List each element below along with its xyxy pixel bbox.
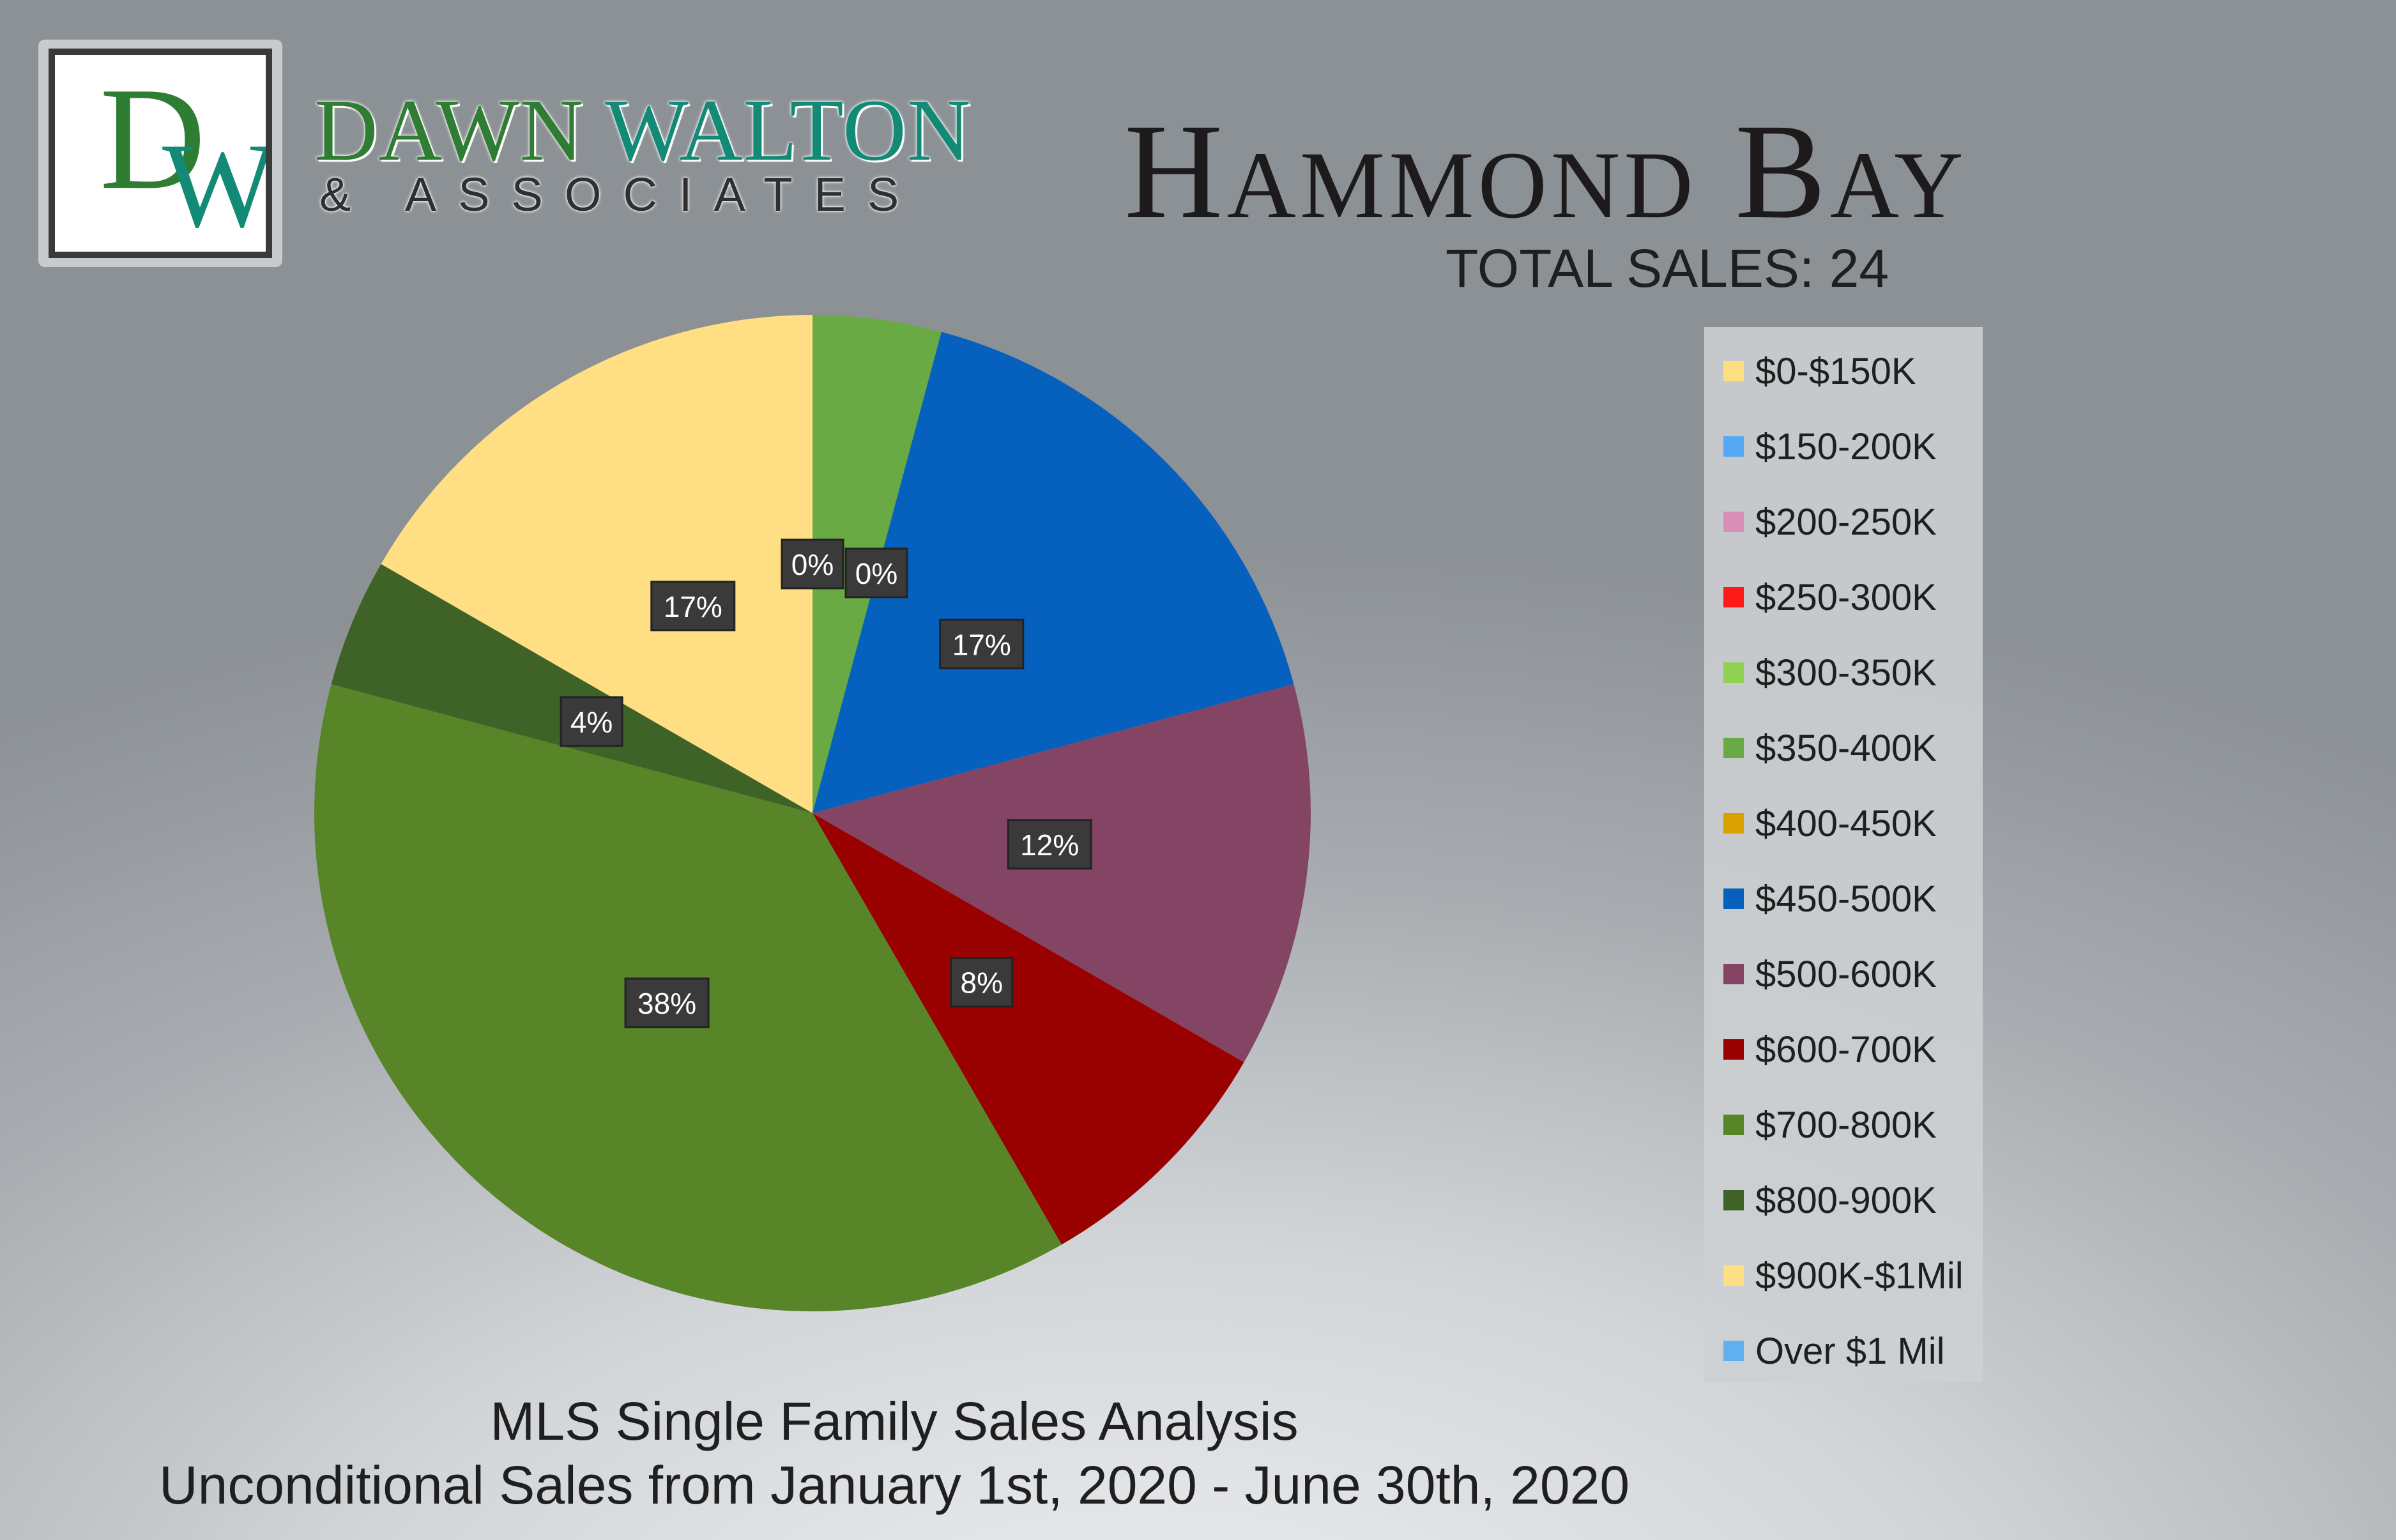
legend-item-900k-1mil: $900K-$1Mil: [1723, 1253, 1964, 1298]
total-sales: TOTAL SALES: 24: [1445, 238, 1889, 298]
legend-label: $450-500K: [1755, 878, 1937, 920]
brand-subtitle: & ASSOCIATES: [319, 168, 921, 221]
data-label-box: [624, 977, 710, 1028]
legend-item-800-900k: $800-900K: [1723, 1178, 1937, 1223]
data-label-box: [560, 696, 623, 747]
footer-caption: MLS Single Family Sales Analysis: [490, 1391, 1299, 1451]
legend-item-700-800k: $700-800K: [1723, 1102, 1937, 1147]
data-label-box: [844, 547, 908, 598]
pie-slice-800-900k: [331, 564, 813, 813]
legend-label: $250-300K: [1755, 576, 1937, 618]
legend-swatch: [1723, 1341, 1744, 1361]
legend-item-500-600k: $500-600K: [1723, 952, 1937, 996]
legend-swatch: [1723, 662, 1744, 683]
legend-swatch: [1723, 964, 1744, 984]
pie-slice-450-500k: [813, 332, 1294, 813]
legend-swatch: [1723, 888, 1744, 909]
chart-legend: $0-$150K $150-200K $200-250K $250-300K $300-…: [1704, 327, 1983, 1382]
brand-name-last: WALTON: [605, 81, 972, 179]
legend-item-600-700k: $600-700K: [1723, 1027, 1937, 1072]
data-label-box: [781, 538, 844, 590]
legend-label: $400-450K: [1755, 802, 1937, 844]
brand-name-first: DAWN: [314, 81, 606, 179]
pie-slices: [314, 315, 1311, 1311]
data-label-450-500k: 17%: [939, 618, 1025, 669]
legend-swatch: [1723, 436, 1744, 457]
legend-label: $0-$150K: [1755, 350, 1916, 392]
pie-slice-500-600k: [813, 684, 1311, 1062]
legend-swatch: [1723, 1115, 1744, 1135]
legend-label: $150-200K: [1755, 425, 1937, 468]
data-label-text: 4%: [570, 706, 613, 739]
legend-swatch: [1723, 738, 1744, 758]
data-label-500-600k: 12%: [1007, 819, 1092, 870]
data-label-0-150k: 0%: [781, 538, 844, 590]
legend-item-150-200k: $150-200K: [1723, 424, 1937, 469]
data-label-box: [1007, 819, 1092, 870]
legend-item-250-300k: $250-300K: [1723, 575, 1937, 620]
legend-label: $300-350K: [1755, 652, 1937, 694]
data-label-box: [650, 581, 736, 632]
data-label-box: [939, 618, 1025, 669]
brand-name: DAWN WALTON: [314, 86, 972, 174]
pie-slice-900k-1mil: [381, 315, 813, 813]
logo-letter-d: D: [100, 57, 206, 220]
footer-date-range: Unconditional Sales from January 1st, 20…: [158, 1455, 1630, 1515]
legend-label: Over $1 Mil: [1755, 1330, 1945, 1372]
legend-label: $900K-$1Mil: [1755, 1254, 1964, 1297]
data-label-box: [950, 957, 1014, 1008]
data-label-text: 12%: [1020, 828, 1079, 862]
legend-label: $700-800K: [1755, 1104, 1937, 1146]
legend-item-300-350k: $300-350K: [1723, 650, 1937, 695]
data-label-text: 0%: [791, 548, 834, 581]
legend-item-200-250k: $200-250K: [1723, 499, 1937, 544]
data-label-text: 8%: [960, 966, 1002, 1000]
legend-swatch: [1723, 1190, 1744, 1210]
legend-swatch: [1723, 587, 1744, 607]
pie-data-labels: 0% 0% 17% 12% 8% 38% 4% 17%: [560, 538, 1092, 1028]
legend-item-0-150k: $0-$150K: [1723, 349, 1916, 393]
legend-label: $350-400K: [1755, 727, 1937, 769]
data-label-text: 38%: [637, 987, 696, 1020]
legend-item-over-1-mil: Over $1 Mil: [1723, 1329, 1945, 1373]
legend-item-350-400k: $350-400K: [1723, 726, 1937, 770]
data-label-600-700k: 8%: [950, 957, 1014, 1008]
data-label-text: 17%: [664, 590, 722, 623]
legend-label: $800-900K: [1755, 1179, 1937, 1221]
pie-slice-600-700k: [813, 813, 1244, 1245]
legend-swatch: [1723, 512, 1744, 532]
data-label-text: 0%: [855, 557, 897, 590]
dw-monogram-logo: D W: [100, 57, 266, 252]
data-label-150-200k: 0%: [844, 547, 908, 598]
data-label-800-900k: 4%: [560, 696, 623, 747]
legend-swatch: [1723, 813, 1744, 834]
legend-label: $500-600K: [1755, 953, 1937, 995]
legend-item-450-500k: $450-500K: [1723, 876, 1937, 921]
legend-item-400-450k: $400-450K: [1723, 801, 1937, 846]
data-label-text: 17%: [952, 628, 1011, 661]
logo-badge: D W: [38, 40, 282, 267]
legend-label: $200-250K: [1755, 501, 1937, 543]
chart-title: Hammond Bay: [1124, 96, 1967, 247]
legend-swatch: [1723, 1265, 1744, 1286]
logo-letter-w: W: [162, 119, 266, 252]
legend-swatch: [1723, 361, 1744, 381]
data-label-700-800k: 38%: [624, 977, 710, 1028]
data-label-900k-1mil: 17%: [650, 581, 736, 632]
legend-swatch: [1723, 1039, 1744, 1060]
legend-label: $600-700K: [1755, 1028, 1937, 1071]
